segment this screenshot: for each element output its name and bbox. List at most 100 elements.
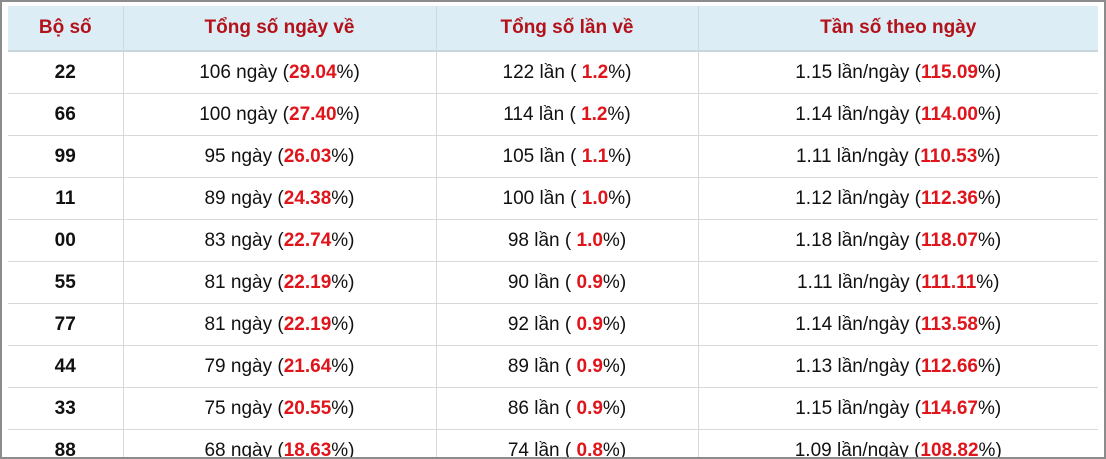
cell-text: %) [602,397,627,419]
table-row: 55 81 ngày (22.19%) 90 lần ( 0.9%) 1.11 lần… [8,261,1098,304]
percent-value: 114.67 [920,397,979,419]
key-cell: 88 [8,429,124,457]
cell-text: 95 ngày ( [204,145,284,167]
table-row: 77 81 ngày (22.19%) 92 lần ( 0.9%) 1.14 lần… [8,303,1098,346]
cell-text: %) [602,229,627,251]
stat-cell: 89 lần ( 0.9%) [436,345,699,388]
cell-text: 105 lần ( [502,145,582,167]
cell-text: 122 lần ( [502,61,582,83]
stat-cell: 79 ngày (21.64%) [123,345,437,388]
stat-cell: 1.15 lần/ngày (115.09%) [698,51,1098,94]
percent-value: 1.0 [581,187,609,209]
key-cell: 00 [8,219,124,262]
key-cell: 77 [8,303,124,346]
cell-text: %) [602,439,627,459]
percent-value: 1.2 [581,61,609,83]
percent-value: 0.9 [576,397,603,419]
percent-value: 0.8 [576,439,603,459]
stat-cell: 1.14 lần/ngày (113.58%) [698,303,1098,346]
percent-value: 1.2 [581,103,608,125]
stat-cell: 95 ngày (26.03%) [123,135,437,178]
cell-text: 1.09 lần/ngày ( [794,439,921,459]
cell-text: %) [331,355,355,377]
cell-text: 86 lần ( [507,397,577,419]
cell-text: 92 lần ( [507,313,577,335]
header-cell: Bộ số [8,6,124,52]
cell-text: 1.11 lần/ngày ( [795,145,921,167]
cell-text: 1.12 lần/ngày ( [795,187,921,209]
stat-cell: 1.15 lần/ngày (114.67%) [698,387,1098,430]
key-cell: 99 [8,135,124,178]
cell-text: %) [978,229,1002,251]
stat-cell: 106 ngày (29.04%) [123,51,437,94]
percent-value: 24.38 [283,187,332,209]
cell-text: 100 lần ( [502,187,582,209]
cell-text: %) [978,355,1002,377]
cell-text: 83 ngày ( [204,229,284,251]
percent-value: 22.19 [283,313,332,335]
stat-cell: 68 ngày (18.63%) [123,429,437,459]
percent-value: 22.19 [283,271,332,293]
stat-cell: 83 ngày (22.74%) [123,219,437,262]
percent-value: 0.9 [576,271,603,293]
cell-text: %) [978,61,1002,83]
stat-cell: 1.11 lần/ngày (110.53%) [698,135,1098,178]
stat-cell: 86 lần ( 0.9%) [436,387,699,430]
stat-cell: 1.14 lần/ngày (114.00%) [698,93,1098,136]
stat-cell: 89 ngày (24.38%) [123,177,437,220]
key-cell: 22 [8,51,124,94]
cell-text: 68 ngày ( [204,439,284,459]
cell-text: 114 lần ( [503,103,582,125]
key-cell: 11 [8,177,124,220]
cell-text: %) [331,439,355,459]
key-cell: 55 [8,261,124,304]
cell-text: %) [607,103,631,125]
stat-cell: 1.13 lần/ngày (112.66%) [698,345,1098,388]
cell-text: 89 lần ( [507,355,577,377]
percent-value: 118.07 [920,229,979,251]
cell-text: 1.11 lần/ngày ( [797,271,922,293]
cell-text: %) [978,187,1002,209]
cell-text: 1.15 lần/ngày ( [795,397,921,419]
cell-text: 1.14 lần/ngày ( [795,103,921,125]
stat-cell: 114 lần ( 1.2%) [436,93,699,136]
percent-value: 112.36 [920,187,979,209]
cell-text: 106 ngày ( [199,61,289,83]
cell-text: 81 ngày ( [204,313,284,335]
percent-value: 21.64 [283,355,332,377]
header-cell: Tổng số lần về [436,6,699,52]
cell-text: %) [602,271,627,293]
percent-value: 29.04 [289,61,337,83]
cell-text: %) [336,103,360,125]
percent-value: 26.03 [283,145,332,167]
stat-cell: 75 ngày (20.55%) [123,387,437,430]
cell-text: %) [602,313,627,335]
stat-cell: 100 ngày (27.40%) [123,93,437,136]
cell-text: 74 lần ( [507,439,577,459]
cell-text: %) [978,439,1002,459]
cell-text: 81 ngày ( [204,271,284,293]
cell-text: %) [978,313,1002,335]
percent-value: 0.9 [576,313,603,335]
percent-value: 0.9 [576,355,603,377]
percent-value: 27.40 [289,103,337,125]
cell-text: 1.13 lần/ngày ( [795,355,921,377]
cell-text: %) [331,145,355,167]
stat-cell: 81 ngày (22.19%) [123,303,437,346]
stat-cell: 122 lần ( 1.2%) [436,51,699,94]
header-row: Bộ số Tổng số ngày về Tổng số lần về Tần số… [8,6,1098,52]
table-row: 44 79 ngày (21.64%) 89 lần ( 0.9%) 1.13 lần… [8,345,1098,388]
cell-text: 1.14 lần/ngày ( [795,313,921,335]
stats-table: Bộ số Tổng số ngày về Tổng số lần về Tần số… [8,6,1098,459]
percent-value: 22.74 [283,229,332,251]
cell-text: %) [331,187,355,209]
stat-cell: 81 ngày (22.19%) [123,261,437,304]
cell-text: %) [978,103,1002,125]
stat-cell: 90 lần ( 0.9%) [436,261,699,304]
stat-cell: 1.18 lần/ngày (118.07%) [698,219,1098,262]
table-row: 88 68 ngày (18.63%) 74 lần ( 0.8%) 1.09 lần… [8,429,1098,459]
cell-text: %) [336,61,360,83]
cell-text: 1.18 lần/ngày ( [795,229,921,251]
stat-cell: 1.11 lần/ngày (111.11%) [698,261,1098,304]
